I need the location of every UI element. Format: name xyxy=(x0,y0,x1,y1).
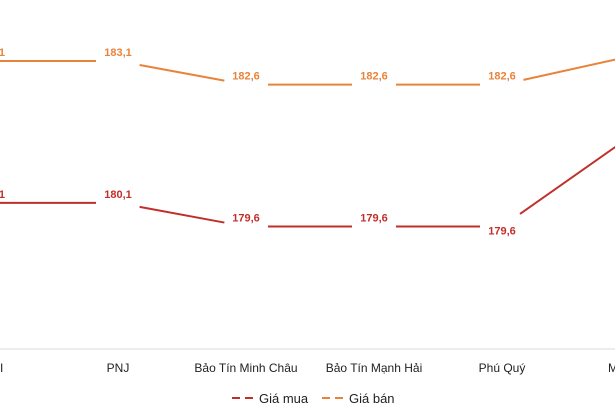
data-label: 179,6 xyxy=(360,213,388,225)
data-label: 182,6 xyxy=(232,71,260,83)
legend-label-gia-ban: Giá bán xyxy=(349,391,395,406)
x-tick-label: Phú Quý xyxy=(479,361,526,375)
data-label: 1 xyxy=(0,47,5,59)
x-tick-label: I xyxy=(0,361,3,375)
data-label: 183,1 xyxy=(104,47,132,59)
series-gia-ban: 1 183,1 182,6 182,6 182,6 xyxy=(0,47,615,86)
line-segment xyxy=(523,58,615,81)
line-segment xyxy=(519,145,615,215)
line-segment xyxy=(139,205,225,224)
data-label: 179,6 xyxy=(488,226,516,238)
legend-label-gia-mua: Giá mua xyxy=(259,391,309,406)
x-tick-label: M xyxy=(608,361,615,375)
data-label: 180,1 xyxy=(104,189,132,201)
line-segment xyxy=(139,64,225,82)
data-label: 182,6 xyxy=(488,71,516,83)
series-gia-mua: 1 180,1 179,6 179,6 179,6 xyxy=(0,145,615,238)
x-tick-label: Bảo Tín Mạnh Hải xyxy=(326,361,423,375)
data-label: 1 xyxy=(0,189,5,201)
x-tick-label: Bảo Tín Minh Châu xyxy=(194,361,297,375)
legend: Giá mua Giá bán xyxy=(232,391,395,406)
data-label: 182,6 xyxy=(360,71,388,83)
data-label: 179,6 xyxy=(232,213,260,225)
x-tick-label: PNJ xyxy=(107,361,130,375)
